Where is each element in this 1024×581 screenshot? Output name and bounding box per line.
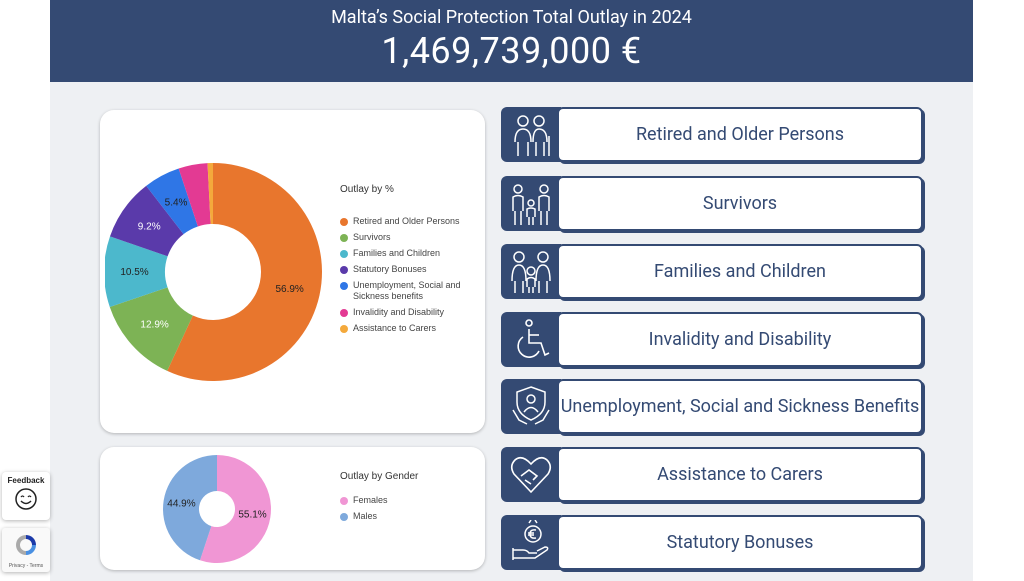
legend-label: Males (353, 511, 378, 521)
legend-item[interactable]: Statutory Bonuses (340, 264, 480, 275)
protected-person-icon (501, 379, 561, 434)
page-title: Malta’s Social Protection Total Outlay i… (331, 7, 692, 28)
legend-swatch (340, 513, 348, 521)
legend-item[interactable]: Unemployment, Social and Sickness benefi… (340, 280, 480, 302)
heart-handshake-icon (501, 447, 561, 502)
legend-item[interactable]: Females (340, 495, 480, 506)
category-button[interactable]: Statutory Bonuses (557, 515, 923, 570)
legend-swatch (340, 218, 348, 226)
wheelchair-icon (501, 312, 561, 367)
category-button[interactable]: Families and Children (557, 244, 923, 299)
legend-swatch (340, 250, 348, 258)
legend-label: Families and Children (353, 248, 441, 258)
category-button[interactable]: Unemployment, Social and Sickness Benefi… (557, 379, 923, 434)
legend-swatch (340, 234, 348, 242)
donut-slice[interactable] (207, 163, 213, 225)
family-icon (501, 176, 561, 231)
legend-label: Retired and Older Persons (353, 216, 460, 226)
legend-label: Invalidity and Disability (353, 307, 445, 317)
donut-slice[interactable] (109, 287, 193, 371)
legend-label: Statutory Bonuses (353, 264, 427, 274)
outlay-donut-chart: 56.9% 12.9% 10.5% 9.2% 5.4% (105, 163, 322, 381)
chart-title: Outlay by Gender (340, 471, 419, 482)
slice-label: 9.2% (138, 221, 161, 232)
legend-swatch (340, 309, 348, 317)
legend-label: Females (353, 495, 388, 505)
legend-item[interactable]: Invalidity and Disability (340, 307, 480, 318)
recaptcha-links[interactable]: Privacy - Terms (8, 563, 44, 569)
smiley-icon (15, 488, 37, 510)
donut-slice[interactable] (109, 185, 184, 257)
legend-swatch (340, 266, 348, 274)
total-outlay: 1,469,739,000 € (381, 30, 642, 72)
header-banner: Malta’s Social Protection Total Outlay i… (50, 0, 973, 82)
feedback-label: Feedback (7, 476, 45, 485)
legend-item[interactable]: Retired and Older Persons (340, 216, 480, 227)
legend-item[interactable]: Assistance to Carers (340, 323, 480, 334)
donut-slice[interactable] (146, 168, 198, 235)
donut-slice[interactable] (163, 455, 217, 561)
category-statutory-bonuses[interactable]: Statutory Bonuses (501, 515, 923, 570)
donut-slice[interactable] (105, 236, 168, 307)
slice-label: 55.1% (238, 510, 266, 521)
legend-item[interactable]: Males (340, 511, 480, 522)
chart-title: Outlay by % (340, 184, 394, 195)
category-button[interactable]: Assistance to Carers (557, 447, 923, 502)
legend-swatch (340, 282, 348, 290)
outlay-by-gender-card: 55.1% 44.9% Outlay by Gender Females Males (100, 447, 485, 570)
slice-label: 5.4% (165, 198, 188, 209)
euro-coin-hand-icon (501, 515, 561, 570)
legend-label: Survivors (353, 232, 391, 242)
category-families[interactable]: Families and Children (501, 244, 923, 299)
category-button[interactable]: Survivors (557, 176, 923, 231)
feedback-widget[interactable]: Feedback (2, 472, 50, 520)
legend: Females Males (340, 495, 480, 527)
legend-swatch (340, 325, 348, 333)
category-button[interactable]: Retired and Older Persons (557, 107, 923, 162)
legend-label: Unemployment, Social and Sickness benefi… (353, 280, 461, 301)
slice-label: 56.9% (275, 284, 303, 295)
donut-slice[interactable] (199, 455, 271, 563)
recaptcha-icon (16, 535, 36, 555)
slice-label: 12.9% (140, 319, 168, 330)
legend-label: Assistance to Carers (353, 323, 437, 333)
elderly-couple-icon (501, 107, 561, 162)
slice-label: 44.9% (167, 498, 195, 509)
category-invalidity[interactable]: Invalidity and Disability (501, 312, 923, 367)
category-button[interactable]: Invalidity and Disability (557, 312, 923, 367)
donut-slice[interactable] (167, 163, 322, 381)
recaptcha-badge[interactable]: Privacy - Terms (2, 528, 50, 572)
category-unemployment[interactable]: Unemployment, Social and Sickness Benefi… (501, 379, 923, 434)
legend-item[interactable]: Survivors (340, 232, 480, 243)
legend: Retired and Older Persons Survivors Famili… (340, 216, 480, 339)
parents-child-icon (501, 244, 561, 299)
slice-label: 10.5% (120, 267, 148, 278)
category-carers[interactable]: Assistance to Carers (501, 447, 923, 502)
gender-donut-chart: 55.1% 44.9% (163, 455, 271, 563)
outlay-by-percent-card: 56.9% 12.9% 10.5% 9.2% 5.4% Outlay by % Reti… (100, 110, 485, 433)
donut-slice[interactable] (178, 163, 211, 227)
category-survivors[interactable]: Survivors (501, 176, 923, 231)
legend-swatch (340, 497, 348, 505)
legend-item[interactable]: Families and Children (340, 248, 480, 259)
category-retired[interactable]: Retired and Older Persons (501, 107, 923, 162)
